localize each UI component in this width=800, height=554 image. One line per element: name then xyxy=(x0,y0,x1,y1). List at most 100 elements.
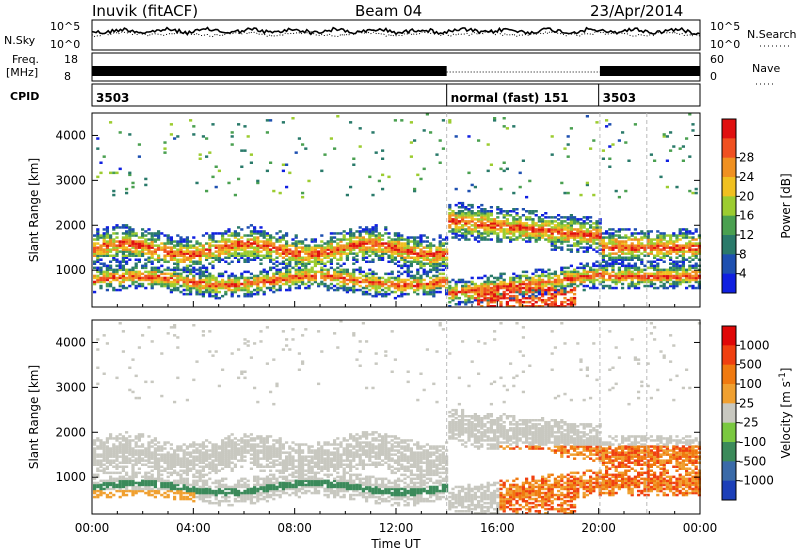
heatmap-cell xyxy=(195,451,199,454)
heatmap-cell xyxy=(438,290,442,294)
heatmap-cell xyxy=(176,286,180,290)
heatmap-cell xyxy=(131,485,135,489)
heatmap-cell xyxy=(153,479,157,483)
heatmap-cell xyxy=(448,292,452,296)
heatmap-cell xyxy=(374,151,378,154)
heatmap-cell xyxy=(640,260,644,263)
heatmap-cell xyxy=(185,461,189,464)
heatmap-cell xyxy=(605,242,609,245)
heatmap-cell xyxy=(128,232,132,235)
heatmap-cell xyxy=(192,250,196,253)
heatmap-cell xyxy=(659,234,663,237)
heatmap-cell xyxy=(163,248,167,251)
heatmap-cell xyxy=(275,272,279,276)
heatmap-cell xyxy=(125,447,129,450)
heatmap-cell xyxy=(358,246,362,249)
heatmap-cell xyxy=(553,240,557,243)
heatmap-cell xyxy=(163,457,167,460)
heatmap-cell xyxy=(99,258,103,261)
heatmap-cell xyxy=(336,282,340,286)
heatmap-cell xyxy=(633,266,637,270)
heatmap-cell xyxy=(144,244,148,247)
heatmap-cell xyxy=(304,266,308,270)
heatmap-cell xyxy=(371,260,375,263)
heatmap-cell xyxy=(678,234,682,237)
heatmap-cell xyxy=(121,242,125,245)
heatmap-cell xyxy=(643,246,647,249)
heatmap-cell xyxy=(550,238,554,241)
heatmap-cell xyxy=(285,232,289,235)
heatmap-cell xyxy=(608,123,612,126)
heatmap-cell xyxy=(531,298,535,302)
heatmap-cell xyxy=(294,260,298,263)
heatmap-cell xyxy=(595,224,599,227)
heatmap-cell xyxy=(579,224,583,227)
heatmap-cell xyxy=(685,250,689,253)
heatmap-cell xyxy=(403,278,407,282)
heatmap-cell xyxy=(237,284,241,288)
heatmap-cell xyxy=(102,278,106,282)
heatmap-cell xyxy=(246,256,250,259)
heatmap-cell xyxy=(105,481,109,485)
heatmap-cell xyxy=(557,292,561,296)
heatmap-cell xyxy=(397,242,401,245)
heatmap-cell xyxy=(429,252,433,255)
heatmap-cell xyxy=(646,246,650,249)
heatmap-cell xyxy=(569,303,573,306)
heatmap-cell xyxy=(653,264,657,268)
heatmap-cell xyxy=(157,465,161,468)
heatmap-cell xyxy=(611,258,615,261)
heatmap-cell xyxy=(480,300,484,304)
heatmap-cell xyxy=(275,278,279,282)
heatmap-cell xyxy=(486,214,490,217)
heatmap-cell xyxy=(377,292,381,296)
heatmap-cell xyxy=(544,303,548,306)
heatmap-cell xyxy=(384,252,388,255)
heatmap-cell xyxy=(272,242,276,245)
heatmap-cell xyxy=(665,246,669,249)
heatmap-cell xyxy=(262,236,266,239)
heatmap-cell xyxy=(448,280,452,284)
heatmap-cell xyxy=(448,214,452,217)
heatmap-cell xyxy=(525,278,529,282)
heatmap-cell xyxy=(512,125,516,128)
heatmap-cell xyxy=(553,220,557,223)
heatmap-cell xyxy=(121,258,125,261)
heatmap-cell xyxy=(157,236,161,239)
heatmap-cell xyxy=(294,276,298,280)
heatmap-cell xyxy=(694,191,698,195)
heatmap-cell xyxy=(381,282,385,286)
heatmap-cell xyxy=(333,254,337,257)
heatmap-cell xyxy=(393,286,397,290)
heatmap-cell xyxy=(195,262,199,265)
heatmap-cell xyxy=(185,284,189,288)
heatmap-cell xyxy=(483,222,487,225)
heatmap-cell xyxy=(365,280,369,284)
heatmap-cell xyxy=(173,262,177,265)
heatmap-cell xyxy=(387,280,391,284)
heatmap-cell xyxy=(224,230,228,233)
heatmap-cell xyxy=(233,278,237,282)
heatmap-cell xyxy=(649,262,653,265)
heatmap-cell xyxy=(387,240,391,243)
heatmap-cell xyxy=(633,228,637,231)
heatmap-cell xyxy=(566,226,570,229)
heatmap-cell xyxy=(614,272,618,276)
heatmap-cell xyxy=(221,274,225,278)
heatmap-cell xyxy=(240,248,244,251)
heatmap-cell xyxy=(173,471,177,475)
heatmap-cell xyxy=(579,282,583,286)
heatmap-cell xyxy=(438,286,442,290)
heatmap-cell xyxy=(694,242,698,245)
heatmap-cell xyxy=(208,272,212,276)
heatmap-cell xyxy=(390,276,394,280)
heatmap-cell xyxy=(205,284,209,288)
heatmap-cell xyxy=(627,228,631,231)
heatmap-cell xyxy=(166,276,170,280)
heatmap-cell xyxy=(531,212,535,215)
heatmap-cell xyxy=(265,242,269,245)
heatmap-cell xyxy=(653,268,657,272)
heatmap-cell xyxy=(675,270,679,274)
heatmap-cell xyxy=(125,226,129,229)
heatmap-cell xyxy=(345,246,349,249)
